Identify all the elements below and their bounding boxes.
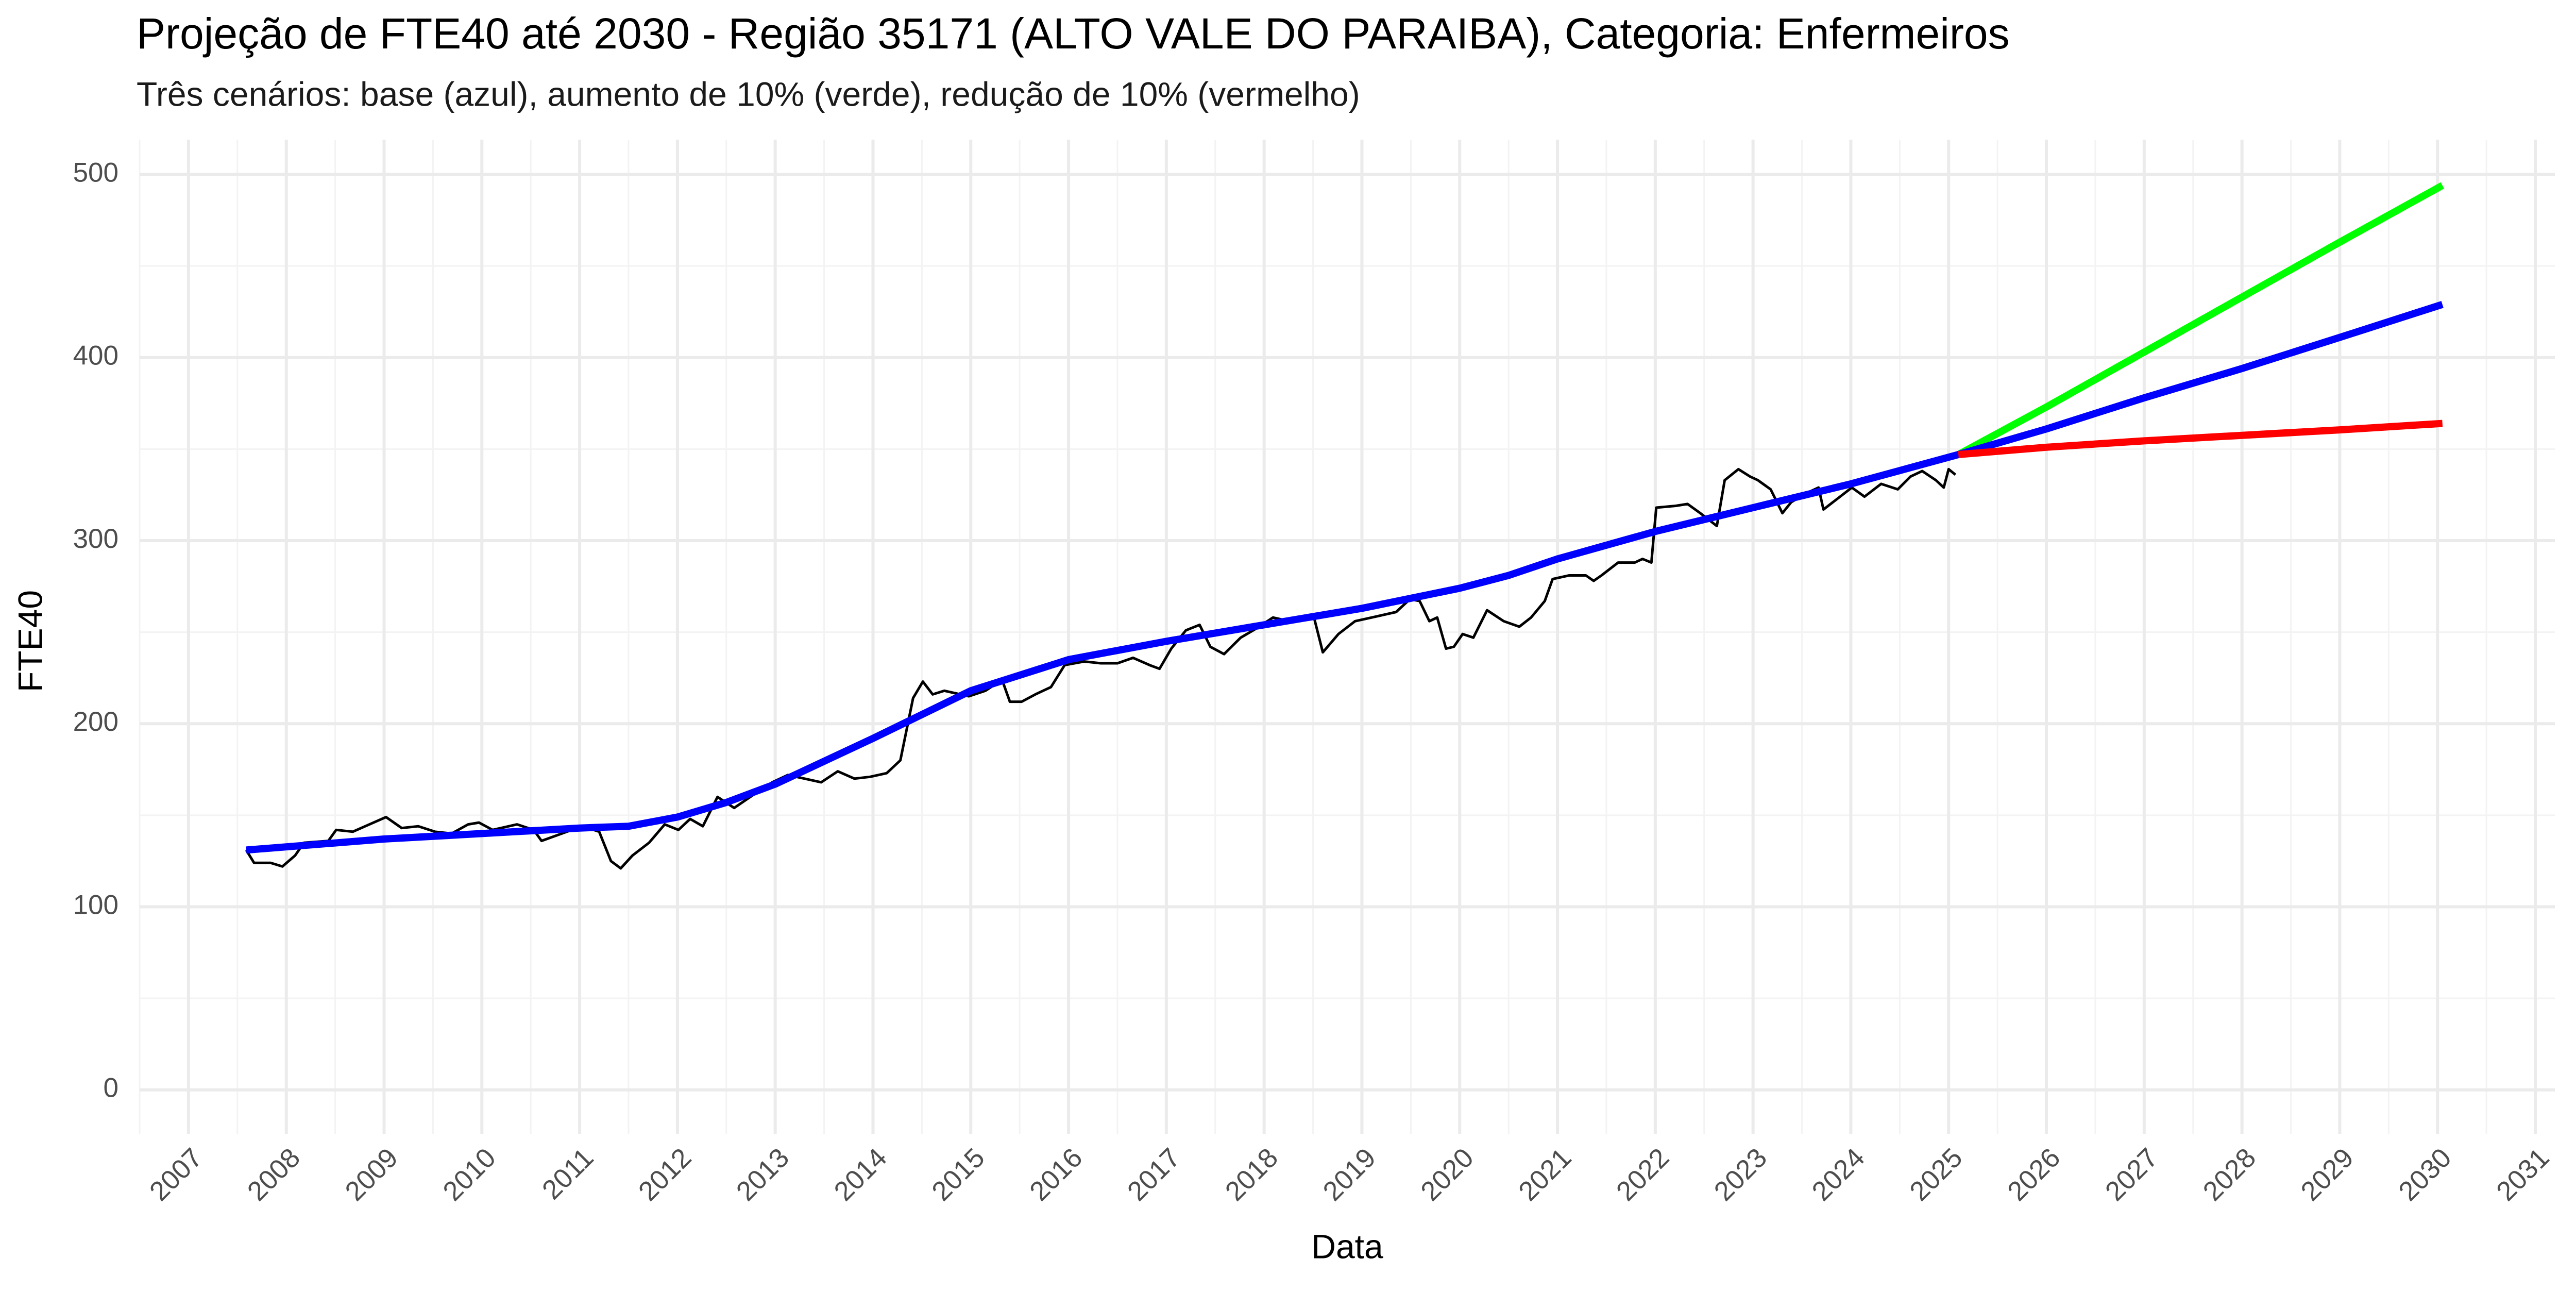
chart-title: Projeção de FTE40 até 2030 - Região 3517… [137,9,2010,58]
series-line [1958,420,2443,458]
series-line [1956,182,2445,458]
chart-subtitle: Três cenários: base (azul), aumento de 1… [137,75,1360,113]
series-line [246,301,2444,854]
plot-lines [245,182,2445,870]
y-tick-label: 100 [73,890,118,920]
series-line [245,467,1957,870]
grid [139,140,2555,1134]
y-axis-label: FTE40 [11,590,49,692]
y-tick-label: 400 [73,341,118,371]
y-tick-label: 200 [73,707,118,737]
y-tick-label: 500 [73,157,118,188]
x-axis-label: Data [1311,1227,1383,1265]
y-tick-label: 300 [73,524,118,554]
y-tick-label: 0 [104,1073,118,1103]
